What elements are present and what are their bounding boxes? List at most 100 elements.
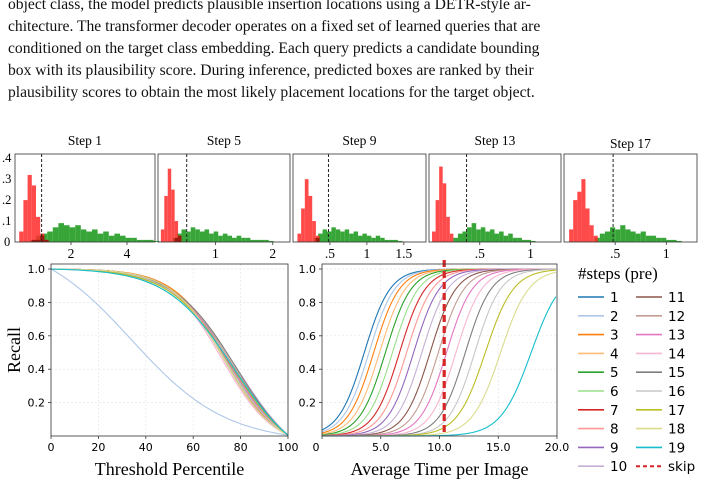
legend-label: 12: [668, 309, 685, 325]
x-tick-label: .5: [475, 246, 485, 261]
green-bar: [499, 231, 504, 242]
green-bar: [389, 239, 394, 242]
green-bar: [340, 231, 345, 242]
y-tick-label: .4: [2, 151, 12, 165]
y-tick-label: .3: [2, 172, 11, 186]
green-bar: [52, 227, 59, 242]
y-tick-label: 0.6: [28, 330, 46, 343]
green-bar: [344, 229, 350, 242]
green-bar: [86, 231, 92, 242]
legend-label: 14: [668, 346, 685, 362]
red-bar: [308, 195, 313, 242]
x-tick-label: 80: [234, 441, 248, 454]
green-bar: [254, 239, 260, 242]
green-bar: [384, 239, 390, 242]
green-bar: [517, 237, 522, 242]
green-bar: [485, 231, 490, 242]
x-tick-label: 20: [91, 441, 105, 454]
y-tick-label: 0.8: [299, 296, 317, 309]
green-bar: [371, 237, 376, 242]
green-bar: [462, 231, 468, 242]
x-tick-label: 0: [313, 441, 320, 454]
y-tick-label: 1.0: [28, 263, 46, 276]
green-bar: [635, 233, 641, 242]
x-tick-label: 4: [124, 246, 131, 261]
y-tick-label: 0.2: [299, 397, 317, 410]
x-tick-label: 100: [278, 441, 299, 454]
green-bar: [264, 239, 269, 242]
legend-label: 10: [610, 459, 627, 475]
green-bar: [218, 235, 223, 242]
histogram-panel: Step 13 .5 1: [428, 133, 562, 261]
green-bar: [604, 231, 611, 242]
y-tick-label: .2: [2, 193, 11, 207]
overlap-bar: [36, 239, 41, 242]
green-bar: [630, 231, 636, 242]
panel-frame: [563, 153, 698, 243]
x-tick-label: 60: [186, 441, 200, 454]
x-tick-label: 40: [139, 441, 153, 454]
green-bar: [69, 227, 76, 242]
y-tick-label: 0.4: [299, 363, 317, 376]
green-bar: [645, 235, 651, 242]
green-bar: [318, 233, 323, 242]
green-bar: [650, 235, 657, 242]
panel-frame: [157, 153, 291, 243]
x-tick-label: 1.5: [395, 246, 412, 261]
green-bar: [656, 237, 662, 242]
x-axis-label: Average Time per Image: [350, 459, 528, 479]
legend-label: 1: [610, 290, 619, 306]
legend-label: 7: [610, 403, 619, 419]
green-bar: [108, 235, 115, 242]
x-tick-label: 10.0: [427, 441, 452, 454]
legend-label: 8: [610, 422, 619, 438]
green-bar: [531, 240, 536, 242]
legend-label: 15: [668, 365, 685, 381]
overlap-bar: [178, 235, 182, 242]
red-bar: [573, 200, 578, 242]
paragraph-line: plausibility scores to obtain the most l…: [8, 84, 535, 101]
red-bar: [304, 179, 309, 242]
green-bar: [259, 239, 265, 242]
histogram-panel: Step 1 2 4: [14, 133, 160, 261]
green-bar: [326, 231, 332, 242]
green-bar: [64, 225, 70, 242]
red-bar: [312, 221, 316, 242]
x-tick-label: 2: [68, 246, 75, 261]
green-bar: [103, 231, 109, 242]
green-bar: [480, 227, 486, 242]
green-bar: [97, 233, 104, 242]
recall-threshold-chart: 0 20 40 60 80 100 1.0 0.8 0.6 0.4 0.2 Threshold Per…: [4, 263, 299, 479]
histogram-panel: Step 9 .5 1 1.5: [292, 133, 427, 261]
red-bar: [301, 208, 305, 242]
legend-label: 16: [668, 384, 685, 400]
green-bar: [353, 231, 359, 242]
green-bar: [75, 225, 81, 242]
legend-label: 18: [668, 422, 685, 438]
paragraph-line: object class, the model predicts plausib…: [8, 0, 531, 13]
paragraph-line: conditioned on the target class embeddin…: [8, 40, 540, 57]
legend-label: 4: [610, 346, 619, 362]
legend-label: 6: [610, 384, 619, 400]
green-bar: [148, 239, 154, 242]
x-tick-label: 1: [212, 246, 219, 261]
green-bar: [471, 223, 477, 242]
green-bar: [610, 227, 616, 242]
green-bar: [521, 239, 527, 242]
green-bar: [245, 237, 251, 242]
x-tick-label: 15.0: [486, 441, 511, 454]
green-bar: [268, 240, 274, 242]
recall-series-line: [50, 268, 289, 436]
legend-label: skip: [668, 459, 695, 475]
green-bar: [209, 233, 214, 242]
red-bar: [164, 195, 168, 242]
y-tick-label: 0.8: [28, 296, 46, 309]
red-bar: [174, 221, 179, 242]
green-bar: [526, 239, 532, 242]
y-tick-label: .1: [2, 214, 11, 228]
green-bar: [366, 235, 372, 242]
green-bar: [186, 231, 191, 242]
panel-frame: [292, 153, 427, 243]
green-bar: [227, 235, 233, 242]
red-bar: [167, 168, 172, 242]
